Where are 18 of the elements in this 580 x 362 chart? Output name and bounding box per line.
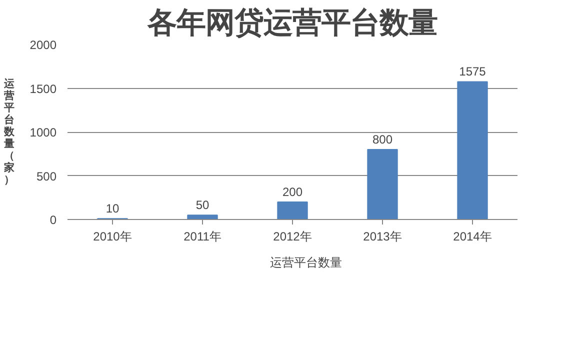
y-tick-label: 0 xyxy=(50,213,57,227)
x-tick-label: 2014年 xyxy=(453,230,492,244)
x-tick-label: 2013年 xyxy=(363,230,402,244)
y-tick-label: 1000 xyxy=(30,126,57,140)
text: 运营平台数量（家） xyxy=(4,78,15,186)
x-tick-label: 2011年 xyxy=(184,230,222,244)
x-tick-label: 2010年 xyxy=(93,230,132,244)
y-tick-label: 1500 xyxy=(30,82,57,96)
data-label: 1575 xyxy=(459,64,486,79)
chart-title: 各年网贷运营平台数量 xyxy=(146,8,438,40)
data-label: 10 xyxy=(106,202,120,216)
y-tick-label: 2000 xyxy=(30,38,57,52)
data-label: 50 xyxy=(196,198,210,212)
y-tick-label: 500 xyxy=(36,169,57,184)
text: 运营平台数量 xyxy=(270,254,342,272)
data-label: 200 xyxy=(282,185,303,199)
data-label: 800 xyxy=(372,132,393,146)
x-tick-label: 2012年 xyxy=(273,230,312,244)
